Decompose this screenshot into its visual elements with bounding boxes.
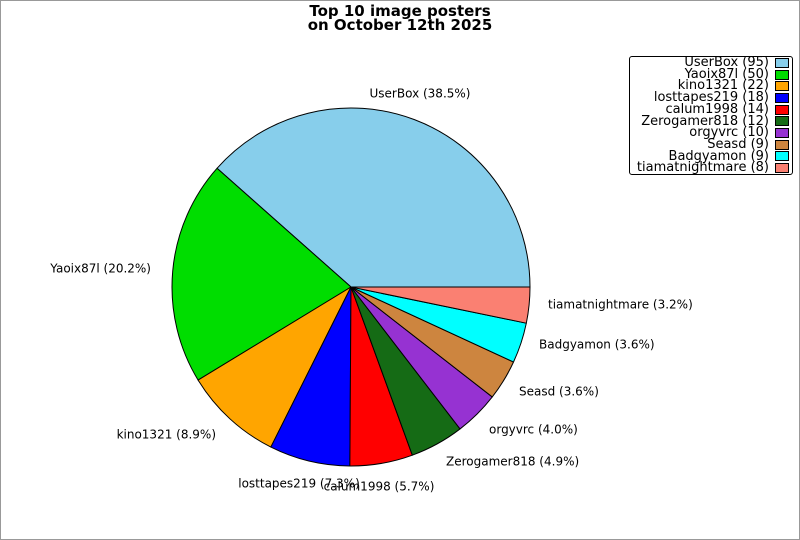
chart-title-line2: on October 12th 2025: [307, 16, 493, 34]
pie-slice-kino1321: [197, 286, 352, 448]
slice-label-Seasd: Seasd (3.6%): [519, 384, 599, 399]
legend-item-losttapes219: losttapes219 (18): [630, 90, 792, 106]
legend-color-swatch: [775, 163, 789, 174]
legend-items: UserBox (95) Yaoix87l (50) kino1321 (22) lo…: [630, 55, 792, 176]
legend: UserBox (95) Yaoix87l (50) kino1321 (22) lo…: [629, 56, 793, 175]
pie-slices: [171, 107, 531, 467]
slice-label-kino1321: kino1321 (8.9%): [116, 427, 216, 442]
legend-color-swatch: [775, 128, 789, 139]
slice-label-UserBox: UserBox (38.5%): [369, 86, 471, 101]
legend-color-swatch: [775, 151, 789, 162]
slice-label-orgyvrc: orgyvrc (4.0%): [489, 422, 578, 437]
slice-label-Zerogamer818: Zerogamer818 (4.9%): [446, 454, 580, 469]
legend-item-UserBox: UserBox (95): [630, 55, 792, 71]
chart-title: Top 10 image posters on October 12th 202…: [1, 2, 799, 34]
legend-label: Zerogamer818 (12): [641, 113, 769, 129]
slice-label-Badgyamon: Badgyamon (3.6%): [539, 337, 655, 352]
pie-slice-Yaoix87l: [171, 167, 352, 381]
legend-color-swatch: [775, 104, 789, 115]
legend-item-Seasd: Seasd (9): [630, 136, 792, 152]
slice-label-Yaoix87l: Yaoix87l (20.2%): [50, 261, 151, 276]
legend-label: Yaoix87l (50): [684, 66, 769, 82]
legend-label: kino1321 (22): [677, 78, 769, 94]
legend-label: tiamatnightmare (8): [636, 160, 769, 176]
legend-color-swatch: [775, 92, 789, 103]
chart-title-line1: Top 10 image posters: [309, 2, 491, 20]
legend-color-swatch: [775, 57, 789, 68]
pie-slice-UserBox: [216, 107, 531, 288]
legend-label: UserBox (95): [684, 55, 769, 71]
legend-color-swatch: [775, 116, 789, 127]
legend-label: calum1998 (14): [665, 101, 769, 117]
legend-color-swatch: [775, 69, 789, 80]
legend-color-swatch: [775, 81, 789, 92]
pie-slice-tiamatnightmare: [350, 286, 531, 324]
slice-label-tiamatnightmare: tiamatnightmare (3.2%): [548, 297, 693, 312]
legend-label: Seasd (9): [707, 136, 769, 152]
legend-item-Badgyamon: Badgyamon (9): [630, 148, 792, 164]
legend-item-tiamatnightmare: tiamatnightmare (8): [630, 160, 792, 176]
legend-label: losttapes219 (18): [653, 90, 769, 106]
legend-label: Badgyamon (9): [668, 148, 769, 164]
legend-color-swatch: [775, 139, 789, 150]
legend-item-kino1321: kino1321 (22): [630, 80, 792, 92]
legend-label: orgyvrc (10): [689, 125, 769, 141]
legend-item-Yaoix87l: Yaoix87l (50): [630, 66, 792, 82]
legend-item-calum1998: calum1998 (14): [630, 101, 792, 117]
slice-label-losttapes219: losttapes219 (7.3%): [238, 476, 360, 491]
legend-item-Zerogamer818: Zerogamer818 (12): [630, 113, 792, 129]
slice-label-calum1998: calum1998 (5.7%): [323, 479, 435, 494]
legend-item-orgyvrc: orgyvrc (10): [630, 125, 792, 141]
